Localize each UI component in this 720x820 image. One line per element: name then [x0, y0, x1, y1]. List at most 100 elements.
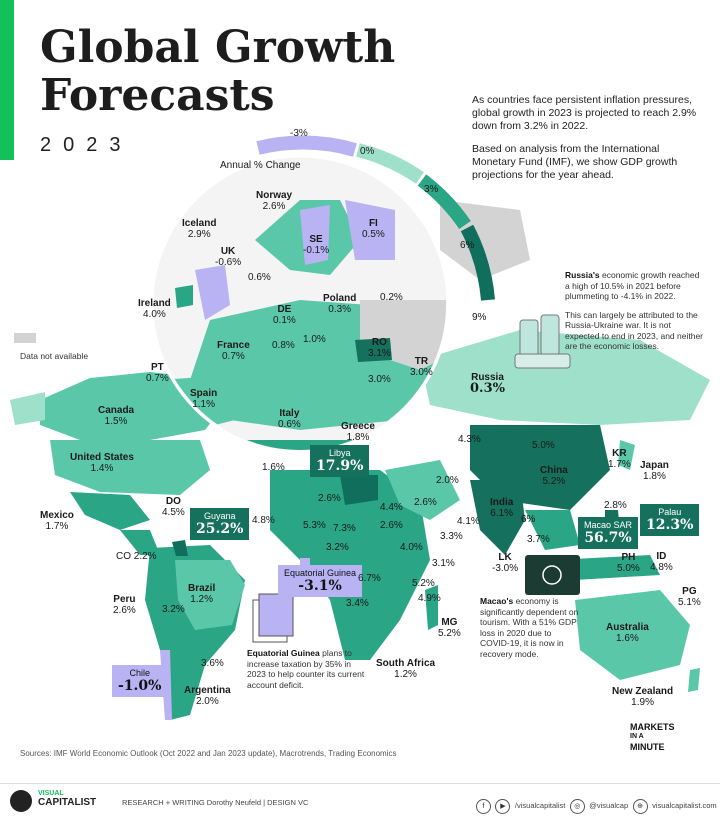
- scale-title: Annual % Change: [220, 160, 301, 171]
- label-co: CO 2.2%: [116, 551, 157, 562]
- oil-barrels-illustration: [514, 314, 571, 369]
- map-eq-guinea: [300, 558, 310, 565]
- scale-tick: 9%: [472, 312, 487, 323]
- label-canada: Canada 1.5%: [98, 405, 135, 427]
- map-middle-east: [385, 460, 460, 520]
- libya-callout: Libya 17.9%: [310, 445, 370, 477]
- label-pg: PG 5.1%: [678, 586, 701, 608]
- scale-arc-high: [460, 224, 495, 301]
- facebook-icon[interactable]: f: [476, 799, 491, 814]
- markets-in-a-minute-badge: MARKETS IN A MINUTE: [630, 722, 710, 752]
- scale-tick: 0%: [360, 146, 375, 157]
- label-value: 6.7%: [358, 573, 381, 584]
- inset-romania: [355, 338, 392, 362]
- label-tr: TR 3.0%: [410, 356, 433, 378]
- macao-note: Macao's economy is significantly depende…: [480, 596, 579, 659]
- label-value: 1.6%: [262, 462, 285, 473]
- eq-guinea-callout: Equatorial Guinea -3.1%: [278, 565, 363, 597]
- label-spain: Spain 1.1%: [190, 388, 218, 410]
- footer: [0, 783, 720, 820]
- scale-tick: 3%: [424, 184, 439, 195]
- map-indonesia: [555, 555, 660, 580]
- world-map: [10, 135, 710, 720]
- map-se-asia: [525, 510, 580, 550]
- passport-illustration: [525, 555, 580, 595]
- label-value: 7.3%: [333, 523, 356, 534]
- label-argentina: Argentina 2.0%: [184, 685, 231, 707]
- label-greece: Greece 1.8%: [341, 421, 375, 443]
- label-australia: Australia 1.6%: [606, 622, 649, 644]
- map-brazil: [175, 560, 245, 630]
- map-japan: [618, 440, 635, 470]
- instagram-icon[interactable]: ◎: [569, 799, 585, 814]
- label-value: 4.9%: [418, 593, 441, 604]
- title-year: 2023: [40, 134, 133, 156]
- label-value: 0.6%: [248, 272, 271, 283]
- label-ireland: Ireland 4.0%: [138, 298, 171, 320]
- badge-line-2: IN A: [630, 733, 644, 740]
- label-value: 3.0%: [368, 374, 391, 385]
- label-us: United States 1.4%: [70, 452, 134, 474]
- map-india: [470, 480, 525, 555]
- map-madagascar: [425, 585, 438, 630]
- label-do: DO 4.5%: [162, 496, 185, 518]
- label-se: SE -0.1%: [303, 234, 330, 256]
- label-value: 5.3%: [303, 520, 326, 531]
- scale-tick: -3%: [290, 128, 308, 139]
- label-value: 2.8%: [604, 500, 627, 511]
- russia-note: Russia's economic growth reached a high …: [565, 270, 703, 352]
- label-de: DE 0.1%: [273, 304, 296, 326]
- label-value: 3.4%: [346, 598, 369, 609]
- inset-ireland: [175, 285, 193, 308]
- label-value: 3.6%: [201, 658, 224, 669]
- page-title: Global Growth Forecasts: [40, 24, 395, 120]
- label-value: 4.1%: [457, 516, 480, 527]
- label-value: 4.0%: [400, 542, 423, 553]
- label-value: 0.2%: [380, 292, 403, 303]
- label-value: 2.0%: [436, 475, 459, 486]
- label-france: France 0.7%: [217, 340, 250, 362]
- map-united-states: [50, 440, 210, 495]
- label-value: 5.0%: [532, 440, 555, 451]
- label-value: 3.1%: [432, 558, 455, 569]
- label-pt: PT 0.7%: [146, 362, 169, 384]
- intro-paragraph-2: Based on analysis from the International…: [472, 143, 678, 181]
- youtube-icon[interactable]: ▶: [495, 799, 511, 814]
- label-value: 3.3%: [440, 531, 463, 542]
- guyana-callout: Guyana 25.2%: [190, 508, 250, 540]
- social-handle-2[interactable]: @visualcap: [589, 801, 629, 810]
- label-ro: RO 3.1%: [368, 337, 391, 359]
- label-brazil: Brazil 1.2%: [188, 583, 216, 605]
- social-links: f ▶ /visualcapitalist ◎ @visualcap ⊕ vis…: [476, 795, 717, 814]
- badge-line-1: MARKETS: [630, 722, 675, 732]
- label-value: 2.6%: [380, 520, 403, 531]
- label-value: 4.8%: [252, 515, 275, 526]
- russia-note-2: This can largely be attributed to the Ru…: [565, 309, 703, 352]
- title-line-2: Forecasts: [40, 70, 275, 121]
- intro-paragraph-1: As countries face persistent inflation p…: [472, 94, 697, 132]
- label-value: 6%: [521, 514, 536, 525]
- label-fi: FI 0.5%: [362, 218, 385, 240]
- na-legend-swatch: [14, 333, 36, 343]
- label-value: 0.8%: [272, 340, 295, 351]
- map-new-zealand: [688, 668, 700, 692]
- label-value: 4.3%: [458, 434, 481, 445]
- site-link[interactable]: visualcapitalist.com: [652, 801, 717, 810]
- credits: RESEARCH + WRITING Dorothy Neufeld | DES…: [122, 798, 309, 807]
- map-mexico: [70, 492, 150, 530]
- eq-guinea-note: Equatorial Guinea plans to increase taxa…: [247, 648, 365, 690]
- palau-callout: Palau 12.3%: [640, 504, 700, 536]
- label-value: 3.2%: [326, 542, 349, 553]
- label-value: 5.2%: [412, 578, 435, 589]
- label-value: 3.2%: [162, 604, 185, 615]
- label-value: 2.6%: [414, 497, 437, 508]
- social-handle-1[interactable]: /visualcapitalist: [514, 801, 566, 810]
- label-value: 1.0%: [303, 334, 326, 345]
- globe-icon[interactable]: ⊕: [632, 799, 648, 814]
- label-russia: Russia 0.3%: [470, 372, 505, 396]
- label-mg: MG 5.2%: [438, 617, 461, 639]
- documents-illustration: [252, 593, 294, 643]
- macao-callout: Macao SAR 56.7%: [578, 517, 639, 549]
- label-iceland: Iceland 2.9%: [182, 218, 217, 240]
- intro-text: As countries face persistent inflation p…: [472, 94, 702, 192]
